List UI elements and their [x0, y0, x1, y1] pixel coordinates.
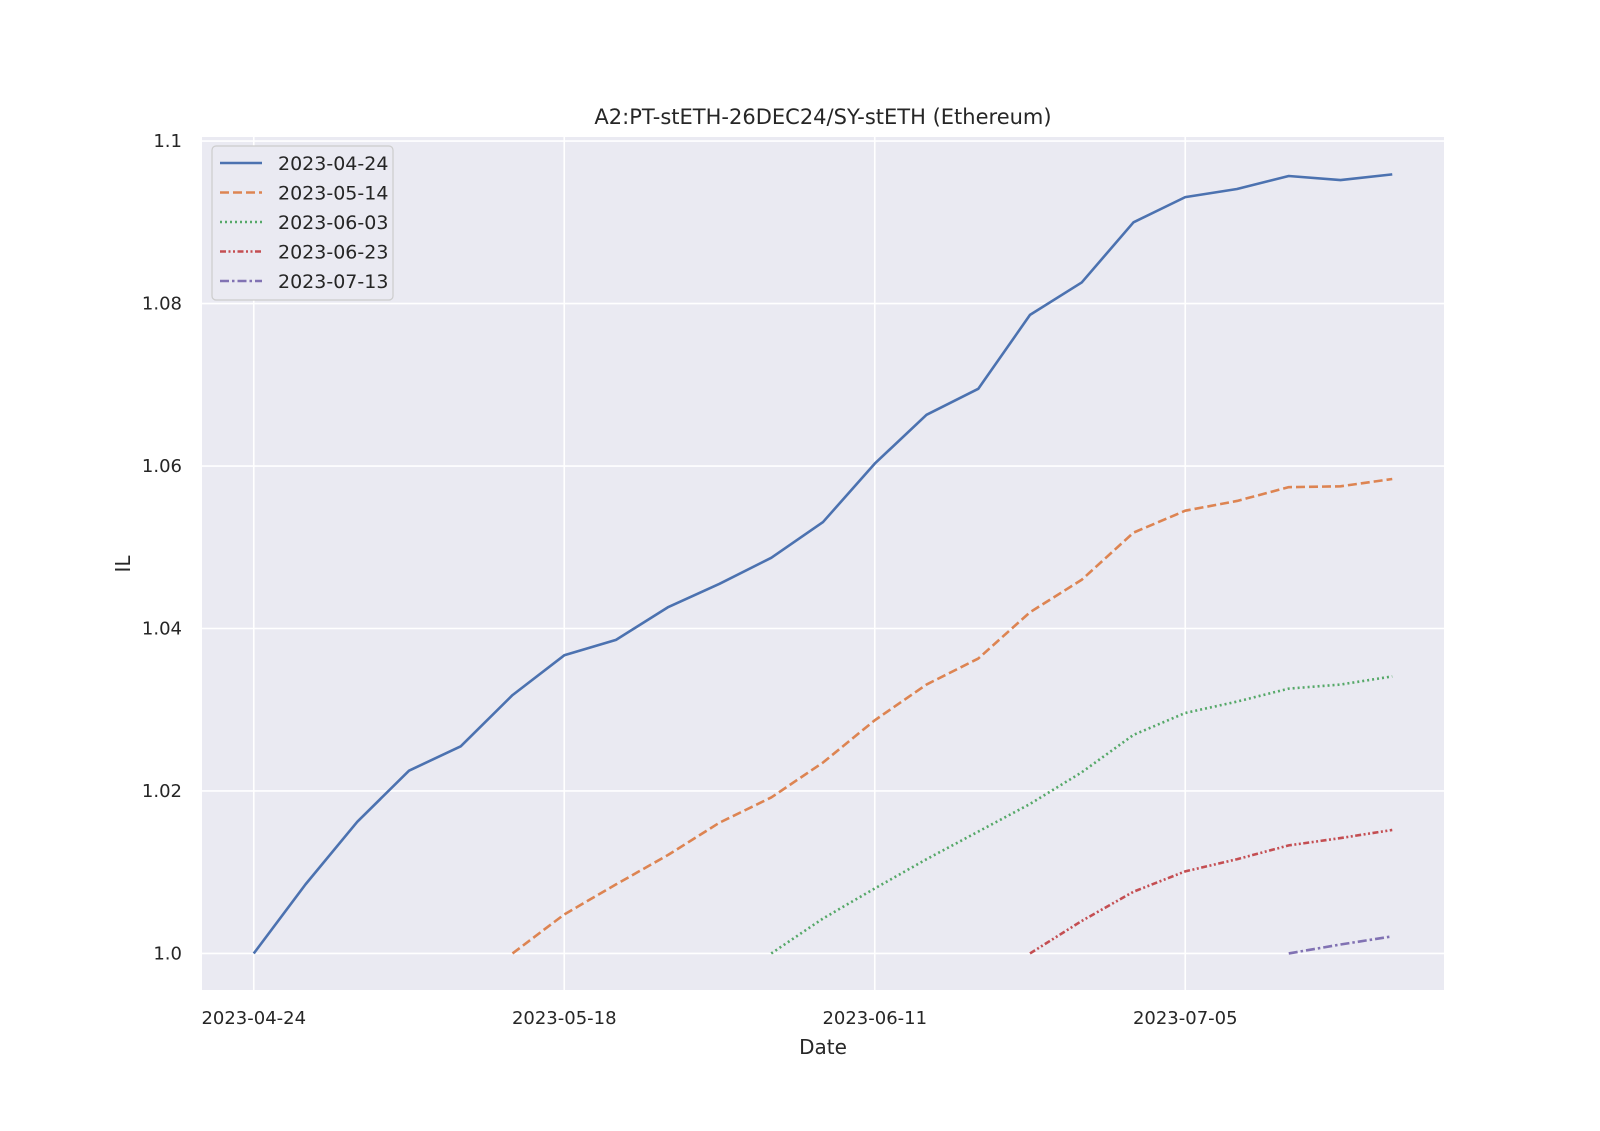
x-tick-label: 2023-04-24: [201, 1008, 306, 1029]
series-line-2023-06-23: [1029, 828, 1393, 955]
y-tick-label: 1.08: [142, 294, 182, 315]
legend-label: 2023-06-03: [278, 212, 388, 234]
y-tick-label: 1.0: [153, 943, 182, 964]
legend-label: 2023-07-13: [278, 271, 388, 293]
chart-title: A2:PT-stETH-26DEC24/SY-stETH (Ethereum): [594, 105, 1051, 129]
series-line-2023-05-14: [511, 477, 1393, 955]
y-tick-label: 1.1: [153, 131, 182, 152]
tick-labels: 1.0 1.02 1.04 1.06 1.08 1.1 2023-04-24 2023-05-…: [142, 131, 1238, 1029]
y-tick-label: 1.02: [142, 781, 182, 802]
x-tick-label: 2023-05-18: [512, 1008, 617, 1029]
legend-label: 2023-04-24: [278, 153, 388, 175]
plot-area: [202, 137, 1444, 990]
series-line-2023-07-13: [1288, 935, 1393, 955]
y-tick-label: 1.04: [142, 618, 182, 639]
legend-label: 2023-05-14: [278, 183, 388, 205]
legend-label: 2023-06-23: [278, 242, 388, 264]
series-line-2023-06-03: [770, 675, 1393, 955]
y-axis-label: IL: [111, 555, 135, 573]
x-tick-label: 2023-06-11: [822, 1008, 927, 1029]
legend: 2023-04-24 2023-05-14 2023-06-03 2023-06-23…: [211, 145, 394, 301]
legend-box: [211, 145, 394, 301]
grid: [202, 137, 1444, 990]
y-tick-label: 1.06: [142, 456, 182, 477]
x-tick-label: 2023-07-05: [1133, 1008, 1238, 1029]
series-lines: [252, 173, 1393, 955]
series-line-2023-04-24: [252, 173, 1393, 955]
x-axis-label: Date: [799, 1035, 847, 1059]
